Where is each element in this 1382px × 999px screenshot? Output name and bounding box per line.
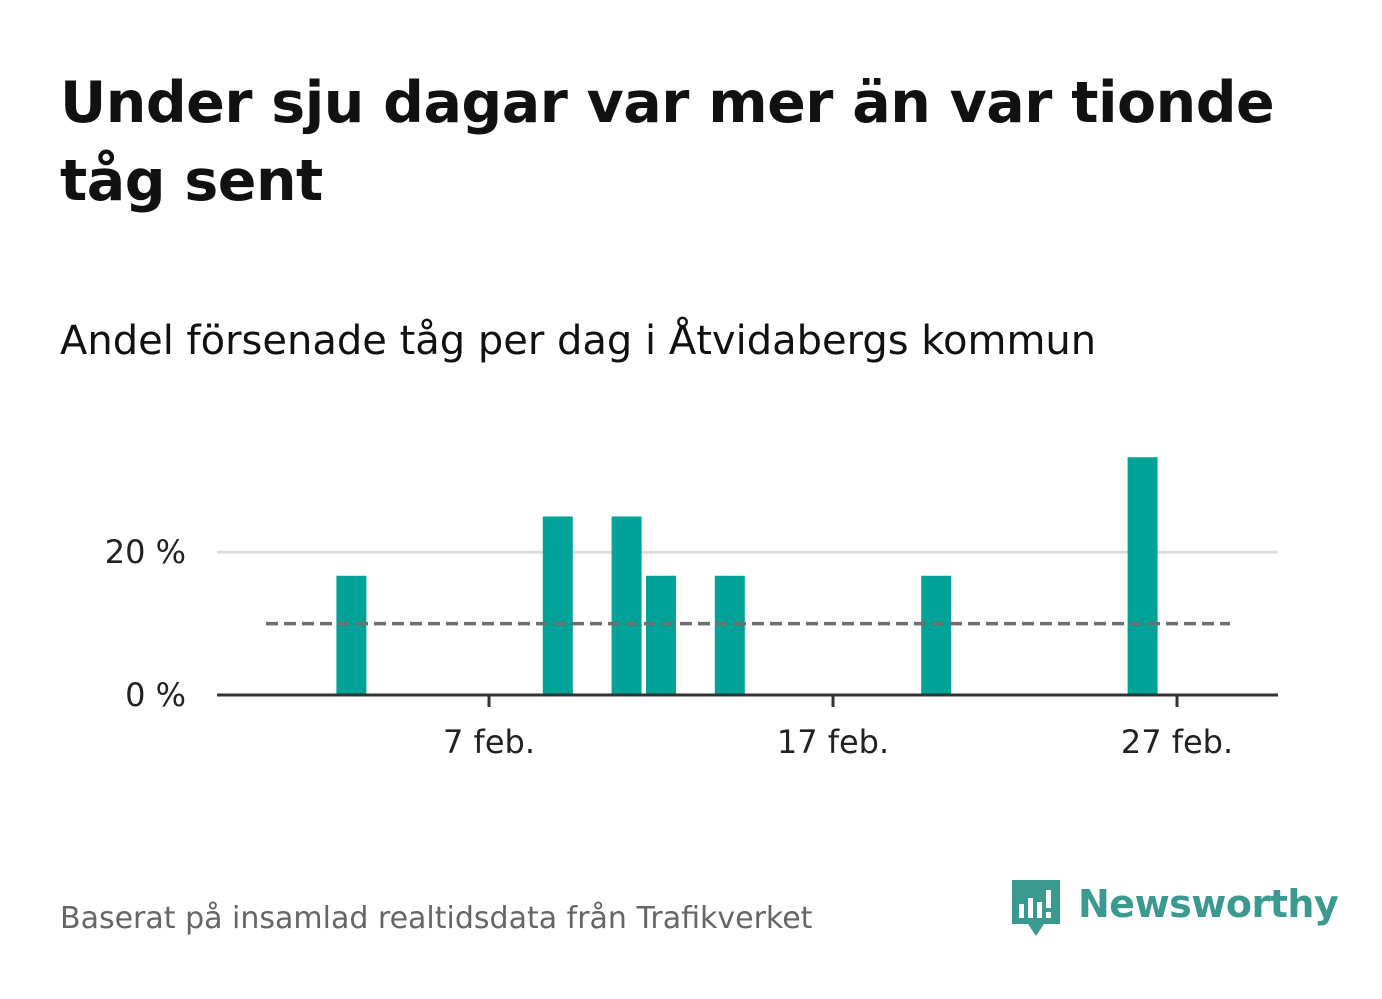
x-tick-label: 17 feb. bbox=[777, 723, 889, 761]
chart-title: Under sju dagar var mer än var tionde tå… bbox=[60, 70, 1275, 214]
x-tick-label: 27 feb. bbox=[1121, 723, 1233, 761]
brand-name: Newsworthy bbox=[1078, 882, 1339, 926]
bar bbox=[921, 575, 952, 695]
x-tick-label: 7 feb. bbox=[443, 723, 535, 761]
bar bbox=[646, 575, 676, 695]
bars bbox=[336, 457, 1158, 695]
chart-subtitle: Andel försenade tåg per dag i Åtvidaberg… bbox=[60, 318, 1097, 364]
source-note: Baserat på insamlad realtidsdata från Tr… bbox=[60, 901, 813, 936]
y-tick-label: 0 % bbox=[125, 676, 186, 714]
brand-logo: Newsworthy bbox=[1010, 876, 1339, 946]
bar bbox=[336, 575, 367, 695]
newsworthy-logo-icon bbox=[1012, 880, 1060, 936]
y-tick-label: 20 % bbox=[105, 533, 186, 571]
axes: 0 % 20 % 7 feb. 17 feb. 27 feb. bbox=[105, 533, 1278, 761]
bar bbox=[542, 516, 573, 695]
bar bbox=[611, 516, 642, 695]
bar bbox=[1127, 457, 1158, 695]
bar bbox=[714, 575, 745, 695]
bar-chart: 0 % 20 % 7 feb. 17 feb. 27 feb. bbox=[105, 457, 1278, 761]
